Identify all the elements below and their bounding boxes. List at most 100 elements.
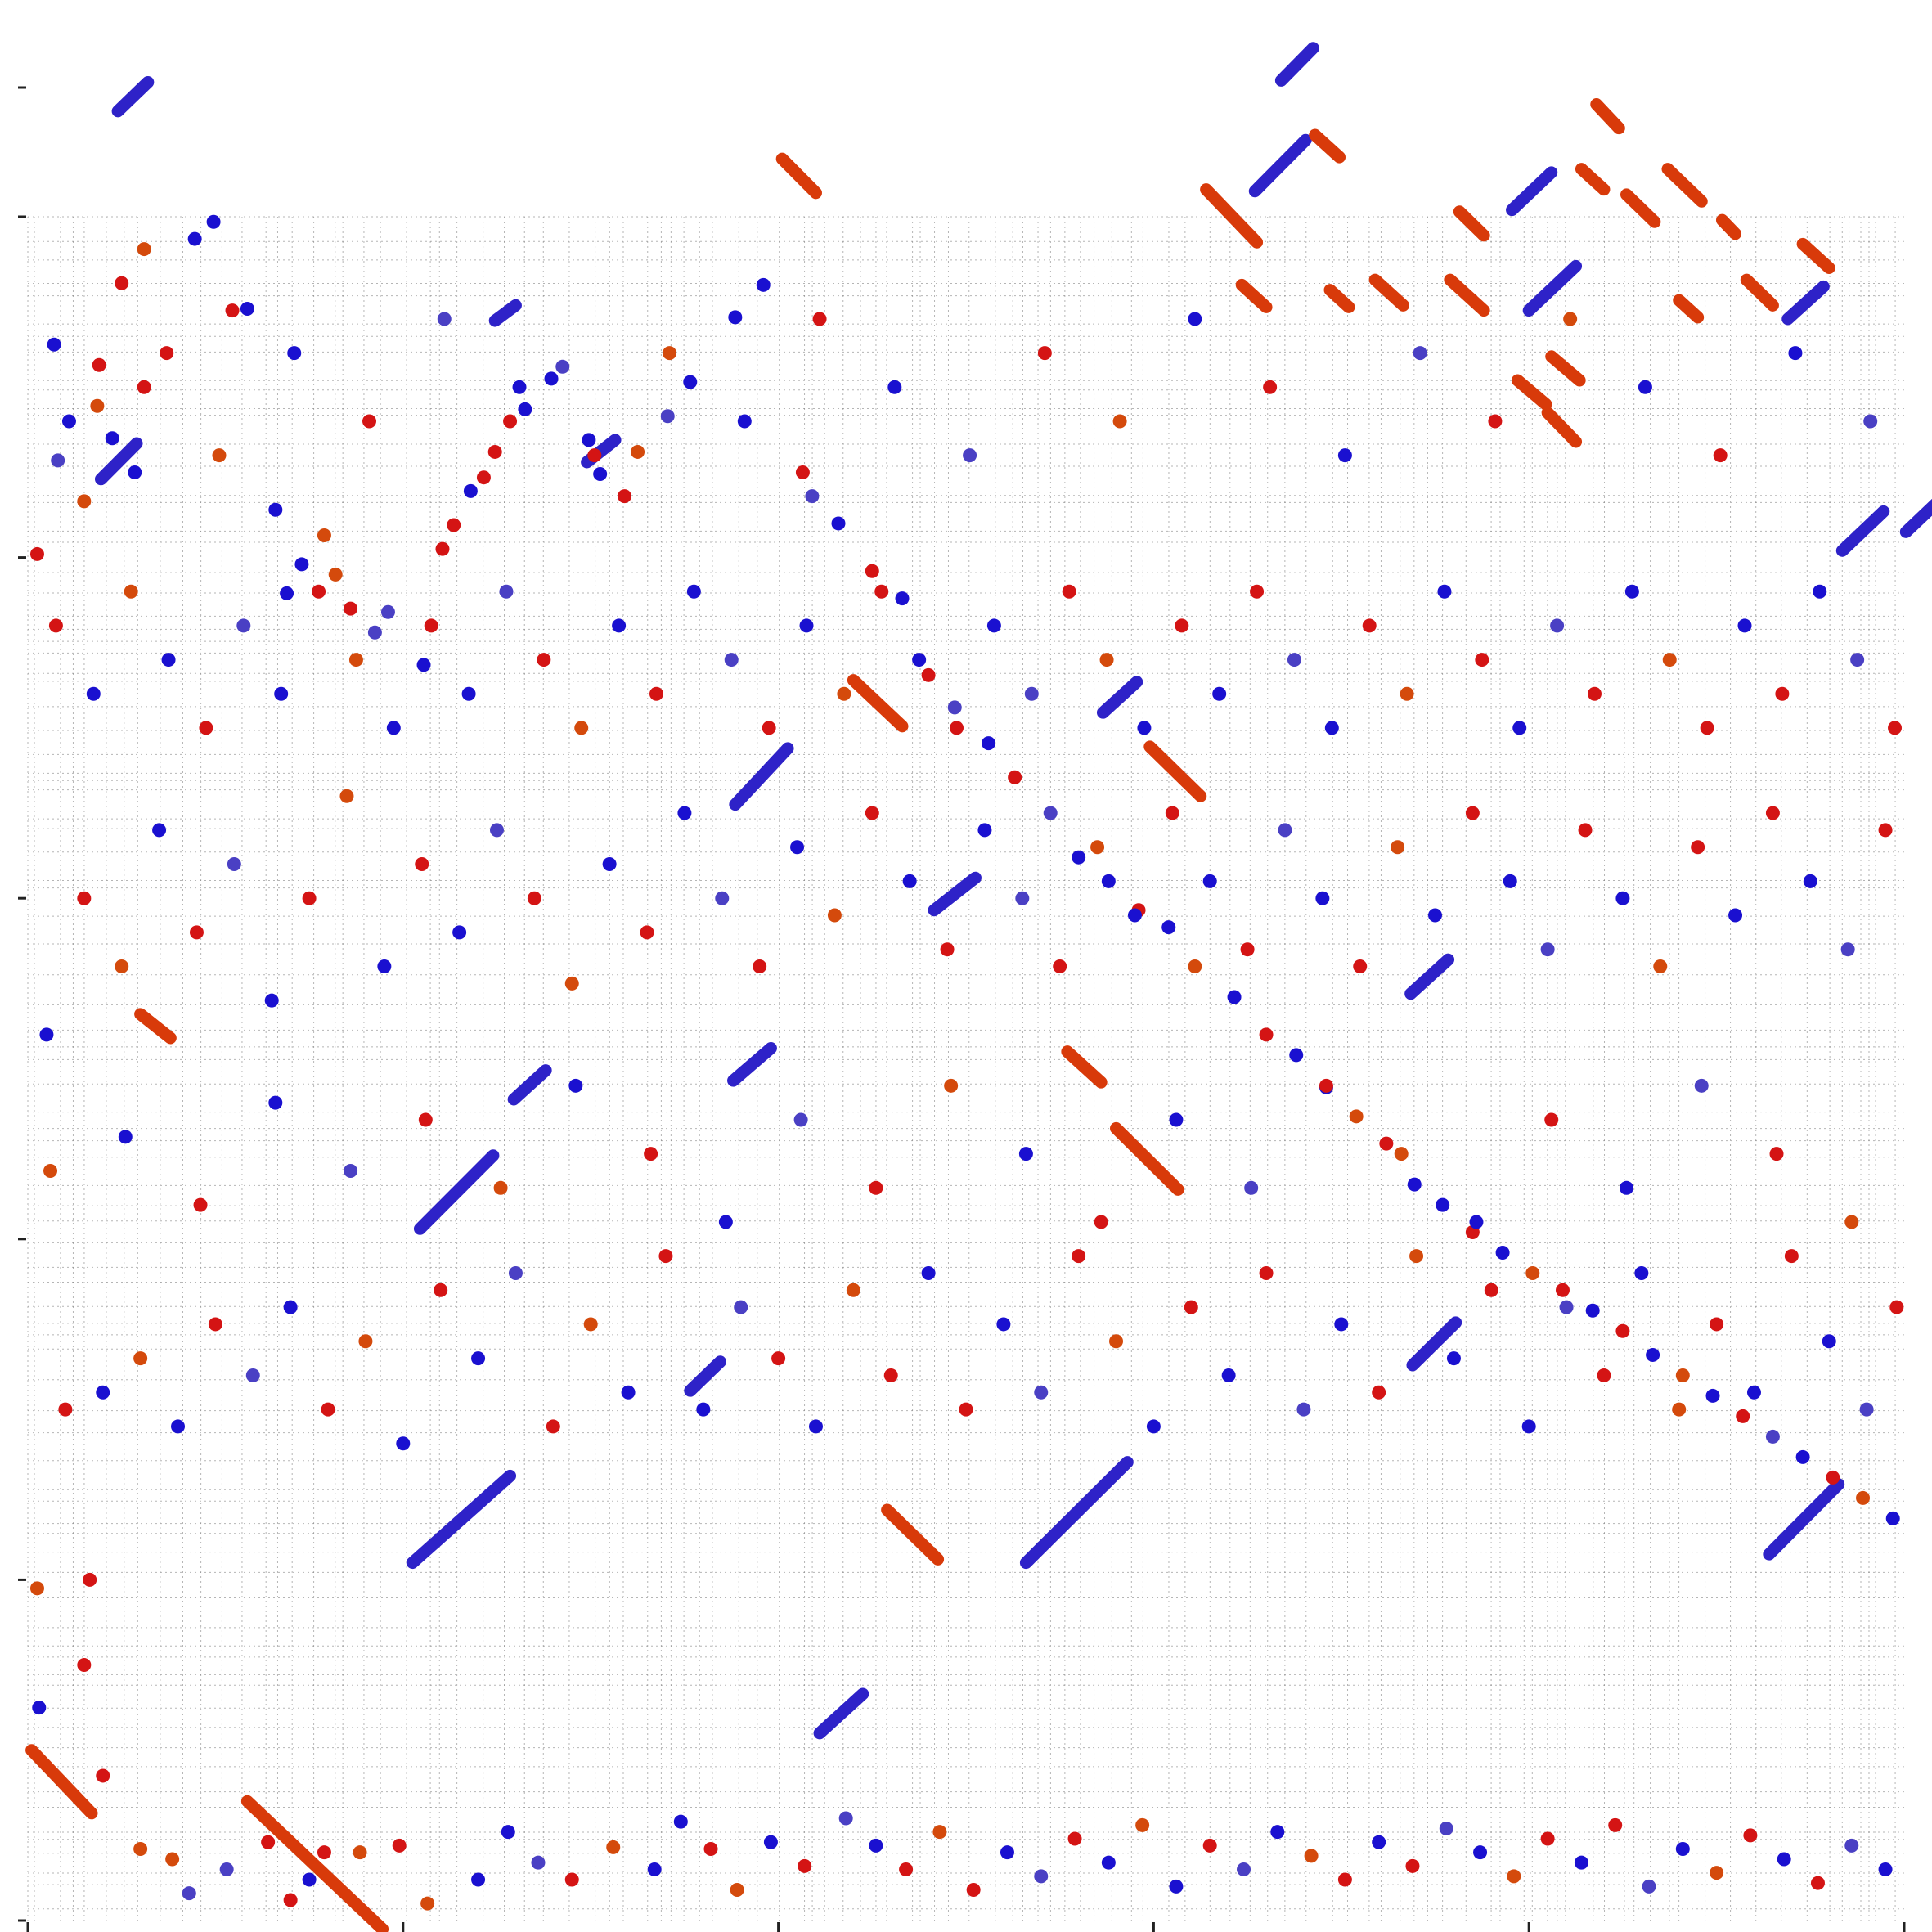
match-point (1175, 618, 1189, 633)
match-point (420, 1896, 435, 1911)
match-point (1694, 1078, 1709, 1093)
match-point (1775, 686, 1790, 701)
match-point (1705, 1388, 1720, 1403)
match-point (1372, 1835, 1386, 1849)
match-point (1263, 380, 1278, 394)
match-point (1585, 1303, 1600, 1318)
match-point (1736, 1409, 1750, 1423)
match-point (887, 380, 902, 394)
match-point (227, 857, 241, 872)
match-point (77, 1658, 92, 1673)
reverse-alignment-segment (1309, 128, 1346, 164)
match-point (718, 1215, 733, 1229)
reverse-alignment-segment (1444, 273, 1490, 317)
match-point (503, 414, 518, 429)
match-point (1574, 1855, 1588, 1870)
match-point (1765, 1429, 1780, 1444)
match-point (287, 346, 302, 361)
match-point (1018, 1147, 1033, 1161)
match-point (1337, 1872, 1352, 1887)
match-point (447, 518, 461, 532)
match-point (189, 925, 204, 940)
match-point (206, 214, 221, 229)
reverse-alignment-segment (25, 1744, 98, 1820)
match-point (1304, 1849, 1319, 1863)
match-point (77, 891, 92, 905)
match-point (367, 625, 382, 640)
match-point (703, 1842, 718, 1857)
match-point (317, 1845, 331, 1860)
match-point (1112, 414, 1127, 429)
forward-alignment-segment (1506, 166, 1558, 217)
match-point (1634, 1265, 1649, 1280)
match-point (1008, 770, 1022, 784)
match-point (756, 277, 771, 292)
match-point (1638, 380, 1652, 394)
match-point (1407, 1177, 1422, 1192)
match-point (339, 789, 354, 803)
reverse-alignment-segment (1235, 278, 1273, 313)
match-point (753, 959, 767, 974)
match-point (1094, 1215, 1108, 1229)
match-point (1436, 1197, 1450, 1212)
match-point (728, 310, 743, 325)
match-point (606, 1840, 621, 1854)
match-point (1400, 686, 1414, 701)
match-point (1844, 1215, 1859, 1229)
match-point (1372, 1385, 1386, 1400)
match-point (1067, 1831, 1082, 1846)
alignment-segments (25, 42, 1932, 1932)
match-point (546, 1419, 560, 1434)
match-point (118, 1130, 133, 1144)
match-point (518, 402, 532, 416)
match-point (1072, 1249, 1086, 1264)
match-point (1503, 874, 1517, 888)
match-point (312, 584, 326, 599)
match-point (715, 891, 730, 905)
match-point (1878, 1862, 1893, 1877)
match-point (39, 1027, 54, 1042)
match-point (1062, 584, 1076, 599)
match-point (236, 618, 251, 633)
match-point (966, 1883, 981, 1898)
match-point (1237, 1862, 1251, 1877)
match-point (947, 700, 962, 715)
forward-alignment-segment (813, 1687, 869, 1740)
match-point (187, 231, 202, 246)
match-point (730, 1883, 744, 1898)
match-point (1127, 908, 1142, 923)
match-point (1675, 1842, 1690, 1857)
match-point (1015, 891, 1030, 905)
match-point (302, 1872, 317, 1887)
match-point (874, 584, 889, 599)
match-point (568, 1078, 583, 1093)
match-point (1437, 584, 1452, 599)
match-points (29, 214, 1904, 1911)
match-point (48, 618, 63, 633)
match-point (1710, 1866, 1724, 1880)
match-point (261, 1835, 276, 1849)
match-point (1525, 1265, 1540, 1280)
match-point (986, 618, 1001, 633)
match-point (1597, 1368, 1611, 1382)
reverse-alignment-segment (1061, 1045, 1108, 1089)
match-point (115, 276, 129, 290)
match-point (612, 618, 627, 633)
match-point (899, 1862, 914, 1877)
reverse-alignment-segment (1545, 350, 1586, 387)
grid-lines (27, 216, 1904, 1921)
match-point (452, 925, 467, 940)
match-point (1813, 584, 1827, 599)
match-point (1844, 1838, 1859, 1853)
match-point (161, 653, 176, 667)
match-point (58, 1402, 73, 1417)
match-point (663, 346, 677, 361)
match-point (283, 1893, 298, 1907)
match-point (602, 857, 617, 872)
match-point (1559, 1300, 1574, 1314)
match-point (1337, 448, 1352, 463)
match-point (1642, 1879, 1656, 1894)
match-point (869, 1180, 883, 1195)
match-point (1394, 1147, 1409, 1161)
match-point (1788, 346, 1803, 361)
